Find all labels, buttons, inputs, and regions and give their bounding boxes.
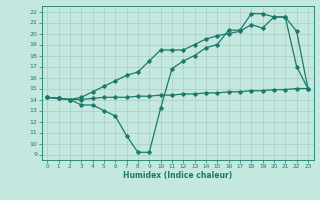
X-axis label: Humidex (Indice chaleur): Humidex (Indice chaleur): [123, 171, 232, 180]
